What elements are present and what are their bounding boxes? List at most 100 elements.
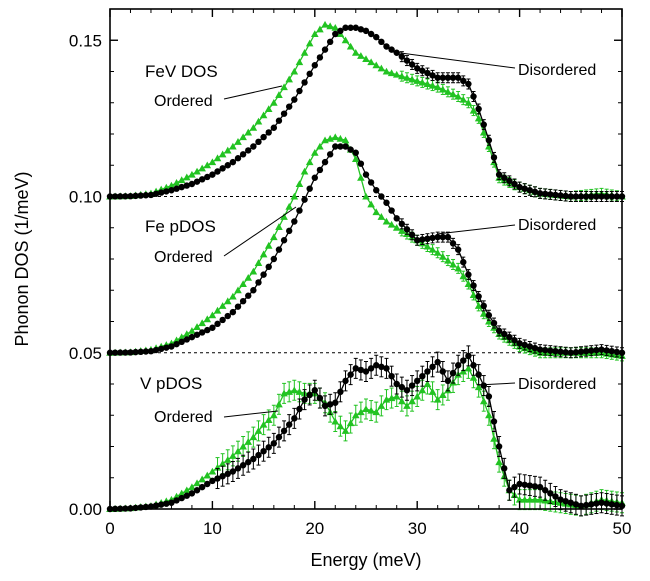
- data-point-circle: [234, 303, 242, 310]
- data-point-circle: [142, 192, 150, 199]
- data-point-circle: [250, 287, 257, 294]
- data-point-triangle: [254, 259, 263, 266]
- data-point-triangle: [239, 442, 247, 450]
- data-point-circle: [183, 336, 190, 343]
- data-point-triangle: [193, 323, 201, 331]
- data-point-circle: [173, 185, 180, 192]
- data-point-triangle: [167, 181, 176, 189]
- data-point-triangle: [377, 213, 386, 220]
- data-point-triangle: [449, 90, 457, 98]
- data-point-circle: [326, 38, 334, 46]
- data-point-circle: [245, 292, 252, 299]
- data-point-circle: [347, 146, 354, 153]
- data-point-triangle: [270, 98, 278, 106]
- data-point-circle: [316, 54, 324, 61]
- data-point-circle: [357, 366, 365, 374]
- data-point-triangle: [188, 327, 196, 334]
- data-point-circle: [198, 176, 206, 183]
- annotation-ordered: Ordered: [154, 249, 213, 266]
- data-point-triangle: [193, 167, 201, 175]
- data-point-circle: [270, 440, 278, 447]
- data-point-circle: [178, 494, 185, 502]
- data-point-circle: [291, 96, 298, 103]
- data-point-triangle: [316, 142, 324, 150]
- data-point-circle: [557, 496, 564, 503]
- axis-tick-labels: 0 10 20 30 40 50 0.00 0.05 0.10 0.15: [69, 31, 632, 538]
- data-point-triangle: [357, 408, 365, 416]
- data-point-circle: [542, 346, 549, 354]
- data-point-triangle: [444, 88, 452, 95]
- data-point-circle: [408, 231, 416, 238]
- data-point-circle: [429, 234, 436, 242]
- data-point-triangle: [198, 164, 206, 172]
- data-point-triangle: [336, 422, 345, 430]
- data-point-triangle: [490, 434, 498, 442]
- data-point-circle: [480, 121, 487, 128]
- data-point-circle: [593, 500, 600, 507]
- data-point-triangle: [234, 447, 242, 455]
- data-point-triangle: [423, 80, 432, 88]
- data-point-triangle: [270, 411, 278, 419]
- data-point-triangle: [234, 138, 242, 145]
- data-point-circle: [547, 191, 554, 198]
- data-point-triangle: [428, 245, 437, 253]
- data-point-triangle: [300, 167, 309, 175]
- data-point-circle: [280, 427, 288, 435]
- data-point-circle: [475, 371, 482, 378]
- data-point-circle: [521, 481, 528, 488]
- data-point-circle: [526, 187, 534, 194]
- data-point-circle: [337, 388, 344, 396]
- data-point-circle: [127, 192, 134, 200]
- data-point-circle: [485, 393, 493, 400]
- series-disordered-2: [106, 345, 626, 517]
- data-point-triangle: [305, 39, 314, 47]
- data-point-circle: [173, 497, 180, 504]
- data-point-circle: [439, 233, 446, 241]
- data-point-circle: [352, 365, 359, 372]
- data-point-circle: [454, 362, 462, 369]
- data-point-circle: [516, 183, 523, 191]
- data-point-circle: [501, 465, 508, 472]
- annotation-ordered: Ordered: [154, 93, 213, 110]
- data-point-circle: [531, 483, 539, 490]
- data-point-circle: [547, 490, 554, 497]
- data-point-triangle: [362, 192, 370, 200]
- data-point-triangle: [418, 78, 427, 86]
- data-point-triangle: [398, 227, 406, 234]
- data-point-circle: [598, 499, 605, 506]
- data-point-circle: [403, 57, 411, 64]
- data-point-circle: [506, 177, 513, 185]
- data-point-triangle: [449, 260, 457, 268]
- data-point-triangle: [259, 250, 268, 258]
- data-point-circle: [536, 346, 544, 353]
- data-point-circle: [501, 330, 508, 338]
- data-point-triangle: [336, 134, 345, 142]
- y-axis-title: Phonon DOS (1/meV): [12, 171, 32, 346]
- data-point-circle: [239, 462, 247, 469]
- data-point-circle: [408, 382, 416, 389]
- data-point-circle: [454, 246, 462, 253]
- data-point-circle: [373, 33, 380, 41]
- data-point-circle: [286, 103, 293, 110]
- data-point-circle: [163, 500, 170, 507]
- data-point-circle: [260, 133, 267, 141]
- data-point-circle: [613, 501, 621, 509]
- data-point-circle: [414, 237, 421, 244]
- data-point-circle: [198, 483, 206, 491]
- data-point-triangle: [213, 306, 222, 314]
- data-point-circle: [178, 183, 185, 191]
- data-point-circle: [168, 187, 175, 194]
- data-point-circle: [608, 347, 615, 355]
- data-point-circle: [460, 357, 467, 364]
- data-point-circle: [378, 38, 385, 46]
- data-point-triangle: [392, 223, 401, 231]
- data-point-circle: [219, 472, 226, 480]
- data-point-circle: [582, 347, 590, 355]
- data-point-triangle: [326, 22, 334, 30]
- data-point-circle: [306, 185, 313, 192]
- data-point-circle: [562, 192, 569, 200]
- data-point-circle: [454, 74, 462, 81]
- data-point-circle: [275, 246, 283, 253]
- data-point-circle: [301, 196, 308, 203]
